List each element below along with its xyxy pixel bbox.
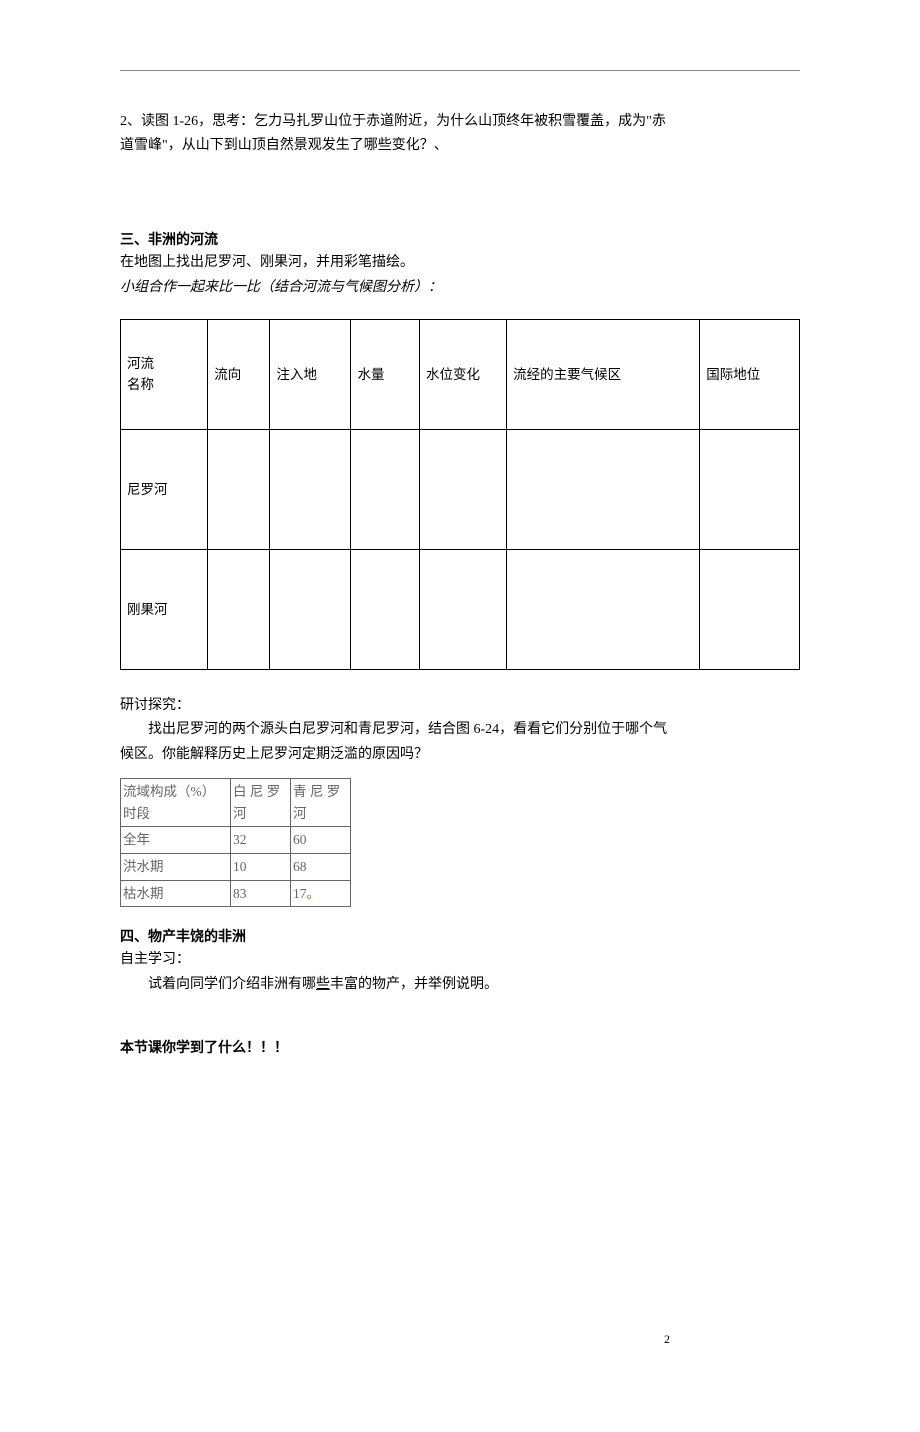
cell-empty	[351, 429, 420, 549]
st-header-col1: 流域构成（%） 时段	[121, 779, 231, 827]
st-white: 83	[231, 880, 291, 907]
discuss-line2: 候区。你能解释历史上尼罗河定期泛滥的原因吗？	[120, 744, 800, 766]
th-climate: 流经的主要气候区	[507, 319, 700, 429]
th-into: 注入地	[270, 319, 351, 429]
st-blue-val: 17	[293, 886, 307, 901]
st-col2-l1: 白 尼 罗	[233, 784, 280, 799]
table-row: 流域构成（%） 时段 白 尼 罗 河 青 尼 罗 河	[121, 779, 351, 827]
table-row: 枯水期 83 17。	[121, 880, 351, 907]
st-label: 洪水期	[121, 853, 231, 880]
st-col3-l2: 河	[293, 806, 307, 821]
basin-composition-table: 流域构成（%） 时段 白 尼 罗 河 青 尼 罗 河 全年 32 60 洪水期 …	[120, 778, 351, 907]
section4-title: 四、物产丰饶的非洲	[120, 927, 800, 949]
top-separator	[120, 70, 800, 71]
st-header-col2: 白 尼 罗 河	[231, 779, 291, 827]
th-direction: 流向	[208, 319, 270, 429]
table-header-row: 河流 名称 流向 注入地 水量 水位变化 流经的主要气候区 国际地位	[121, 319, 800, 429]
st-label: 枯水期	[121, 880, 231, 907]
st-header-col3: 青 尼 罗 河	[291, 779, 351, 827]
cell-empty	[208, 549, 270, 669]
st-blue: 68	[291, 853, 351, 880]
cell-empty	[507, 549, 700, 669]
st-blue-with-period: 17。	[291, 880, 351, 907]
th-volume: 水量	[351, 319, 420, 429]
s4-l1b: 些	[316, 977, 330, 992]
cell-river-name: 刚果河	[121, 549, 208, 669]
table-row: 刚果河	[121, 549, 800, 669]
page-number: 2	[664, 1330, 670, 1349]
cell-empty	[208, 429, 270, 549]
section3-line1: 在地图上找出尼罗河、刚果河，并用彩笔描绘。	[120, 252, 800, 274]
s4-l1c: 丰富的物产，并举例说明。	[330, 977, 498, 992]
cell-empty	[419, 429, 506, 549]
section4-sub: 自主学习：	[120, 949, 800, 971]
section3-line2: 小组合作一起来比一比（结合河流与气候图分析）：	[120, 277, 800, 299]
discuss-line1: 找出尼罗河的两个源头白尼罗河和青尼罗河，结合图 6-24，看看它们分别位于哪个气	[120, 719, 800, 741]
section3-title: 三、非洲的河流	[120, 230, 800, 252]
st-col1-l2: 时段	[123, 806, 150, 821]
table-row: 洪水期 10 68	[121, 853, 351, 880]
closing-statement: 本节课你学到了什么！！！	[120, 1038, 800, 1060]
th-name: 河流 名称	[121, 319, 208, 429]
st-white: 10	[231, 853, 291, 880]
cell-empty	[700, 549, 800, 669]
discuss-title: 研讨探究：	[120, 695, 800, 717]
st-blue: 60	[291, 827, 351, 854]
table-row: 全年 32 60	[121, 827, 351, 854]
table-row: 尼罗河	[121, 429, 800, 549]
cell-empty	[419, 549, 506, 669]
st-col1-l1: 流域构成（%）	[123, 784, 215, 799]
cell-river-name: 尼罗河	[121, 429, 208, 549]
th-intl: 国际地位	[700, 319, 800, 429]
cell-empty	[270, 429, 351, 549]
st-col2-l2: 河	[233, 806, 247, 821]
cell-empty	[700, 429, 800, 549]
th-name-l2: 名称	[127, 374, 201, 396]
rivers-table: 河流 名称 流向 注入地 水量 水位变化 流经的主要气候区 国际地位 尼罗河 刚…	[120, 319, 800, 670]
section4-line1: 试着向同学们介绍非洲有哪些丰富的物产，并举例说明。	[120, 974, 800, 996]
question2-line1: 2、读图 1-26，思考：乞力马扎罗山位于赤道附近，为什么山顶终年被积雪覆盖，成…	[120, 111, 800, 133]
question2-line2: 道雪峰"，从山下到山顶自然景观发生了哪些变化？、	[120, 135, 800, 157]
st-label: 全年	[121, 827, 231, 854]
st-col3-l1: 青 尼 罗	[293, 784, 340, 799]
th-name-l1: 河流	[127, 353, 201, 375]
st-period: 。	[307, 886, 321, 901]
th-level: 水位变化	[419, 319, 506, 429]
s4-l1a: 试着向同学们介绍非洲有哪	[148, 977, 316, 992]
cell-empty	[507, 429, 700, 549]
cell-empty	[351, 549, 420, 669]
st-white: 32	[231, 827, 291, 854]
cell-empty	[270, 549, 351, 669]
